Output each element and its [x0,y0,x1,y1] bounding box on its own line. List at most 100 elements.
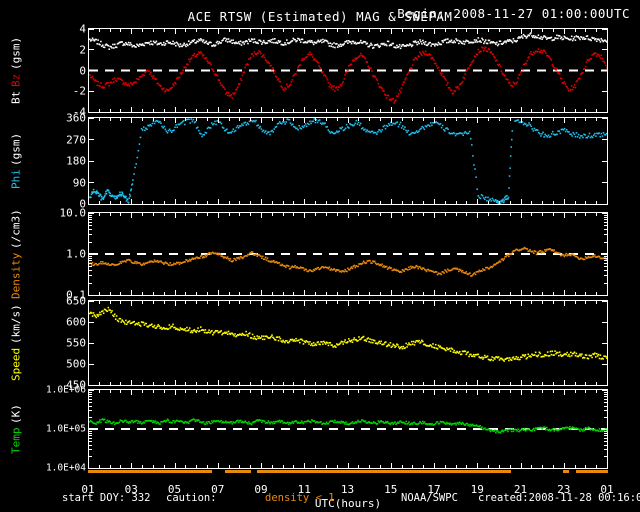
x-minor-tick-mark [498,301,500,304]
x-minor-tick-mark [228,465,230,468]
x-minor-tick-mark [574,118,576,121]
x-minor-tick-mark [120,292,122,295]
x-minor-tick-mark [152,292,154,295]
x-major-tick-mark [261,290,262,295]
x-minor-tick-mark [293,109,295,112]
x-minor-tick-mark [509,109,511,112]
x-minor-tick-mark [196,390,198,393]
y-minor-tick-mark [88,398,92,400]
x-minor-tick-mark [358,390,360,393]
x-minor-tick-mark [455,109,457,112]
x-minor-tick-mark [574,109,576,112]
x-major-tick-mark [390,107,392,112]
x-minor-tick-mark [109,213,111,216]
panel-speed [88,300,608,386]
x-minor-tick-mark [509,382,511,385]
x-minor-tick-mark [596,292,598,295]
x-minor-tick-mark [455,301,457,304]
y-tick-label: 0 [79,64,86,77]
y-tick-label: 450 [66,378,86,392]
x-major-tick-mark [563,380,565,385]
y-minor-tick-mark [604,449,608,451]
x-major-tick-mark [390,199,392,204]
x-minor-tick-mark [239,213,241,216]
caution-segment [562,470,569,473]
x-major-tick-mark [477,301,479,306]
x-minor-tick-mark [336,382,338,385]
caution-segment [257,470,511,473]
x-minor-tick-mark [542,465,544,468]
x-major-tick-mark [520,199,522,204]
x-minor-tick-mark [98,390,100,393]
x-minor-tick-mark [152,109,154,112]
y-minor-tick-mark [604,396,608,398]
x-minor-tick-mark [206,118,208,121]
x-minor-tick-mark [509,29,511,32]
x-minor-tick-mark [325,29,327,32]
x-major-tick-mark [304,463,306,468]
x-axis: 01 03 05 07 09 11 13 15 17 19 21 23 01 UTC(hours) [81,471,613,511]
series-phi [89,118,607,204]
x-major-tick-mark [174,390,176,395]
x-minor-tick-mark [152,465,154,468]
x-minor-tick-mark [369,201,371,204]
x-major-tick-mark [304,290,306,295]
x-major-tick-mark [390,213,392,218]
x-major-tick-mark [174,301,176,306]
x-minor-tick-mark [196,109,198,112]
x-major-tick-mark [607,118,608,123]
x-minor-tick-mark [271,118,273,121]
series-bt [89,32,607,50]
x-major-tick-mark [261,107,262,112]
x-minor-tick-mark [509,292,511,295]
y-tick-mark [88,49,94,51]
x-minor-tick-mark [325,213,327,216]
x-minor-tick-mark [401,29,403,32]
x-major-tick-mark [520,290,522,295]
x-minor-tick-mark [542,29,544,32]
x-minor-tick-mark [282,465,284,468]
x-tick-label: 09 [254,483,268,496]
y-minor-tick-mark [88,214,92,216]
x-minor-tick-mark [466,109,468,112]
x-minor-tick-mark [358,109,360,112]
x-major-tick-mark [174,29,176,34]
x-major-tick-mark [563,463,565,468]
x-minor-tick-mark [152,382,154,385]
x-minor-tick-mark [412,390,414,393]
x-tick-label: 07 [211,483,225,496]
x-minor-tick-mark [585,465,587,468]
x-minor-tick-mark [98,109,100,112]
footer-agency: NOAA/SWPC [401,492,458,504]
x-minor-tick-mark [401,292,403,295]
x-minor-tick-mark [271,465,273,468]
x-minor-tick-mark [98,465,100,468]
x-minor-tick-mark [185,301,187,304]
y-tick-label: 270 [66,133,86,146]
y-tick-mark [602,203,608,205]
x-major-tick-mark [304,301,306,306]
x-minor-tick-mark [196,118,198,121]
x-minor-tick-mark [293,201,295,204]
x-major-tick-mark [217,380,219,385]
x-minor-tick-mark [163,213,165,216]
y-minor-tick-mark [604,456,608,458]
x-minor-tick-mark [444,292,446,295]
x-minor-tick-mark [369,29,371,32]
x-minor-tick-mark [455,213,457,216]
x-minor-tick-mark [336,390,338,393]
x-minor-tick-mark [109,465,111,468]
x-minor-tick-mark [379,118,381,121]
y-minor-tick-mark [88,401,92,403]
x-minor-tick-mark [358,201,360,204]
y-axis-label-part: (gsm) [9,132,23,166]
y-axis-label-speed: Speed (km/s) [8,300,24,386]
y-tick-mark [88,384,94,386]
y-minor-tick-mark [88,432,92,434]
x-major-tick-mark [217,199,219,204]
x-major-tick-mark [563,213,565,218]
y-tick-mark [602,90,608,92]
x-major-tick-mark [304,29,306,34]
y-tick-mark [602,49,608,51]
y-minor-tick-mark [88,430,92,432]
